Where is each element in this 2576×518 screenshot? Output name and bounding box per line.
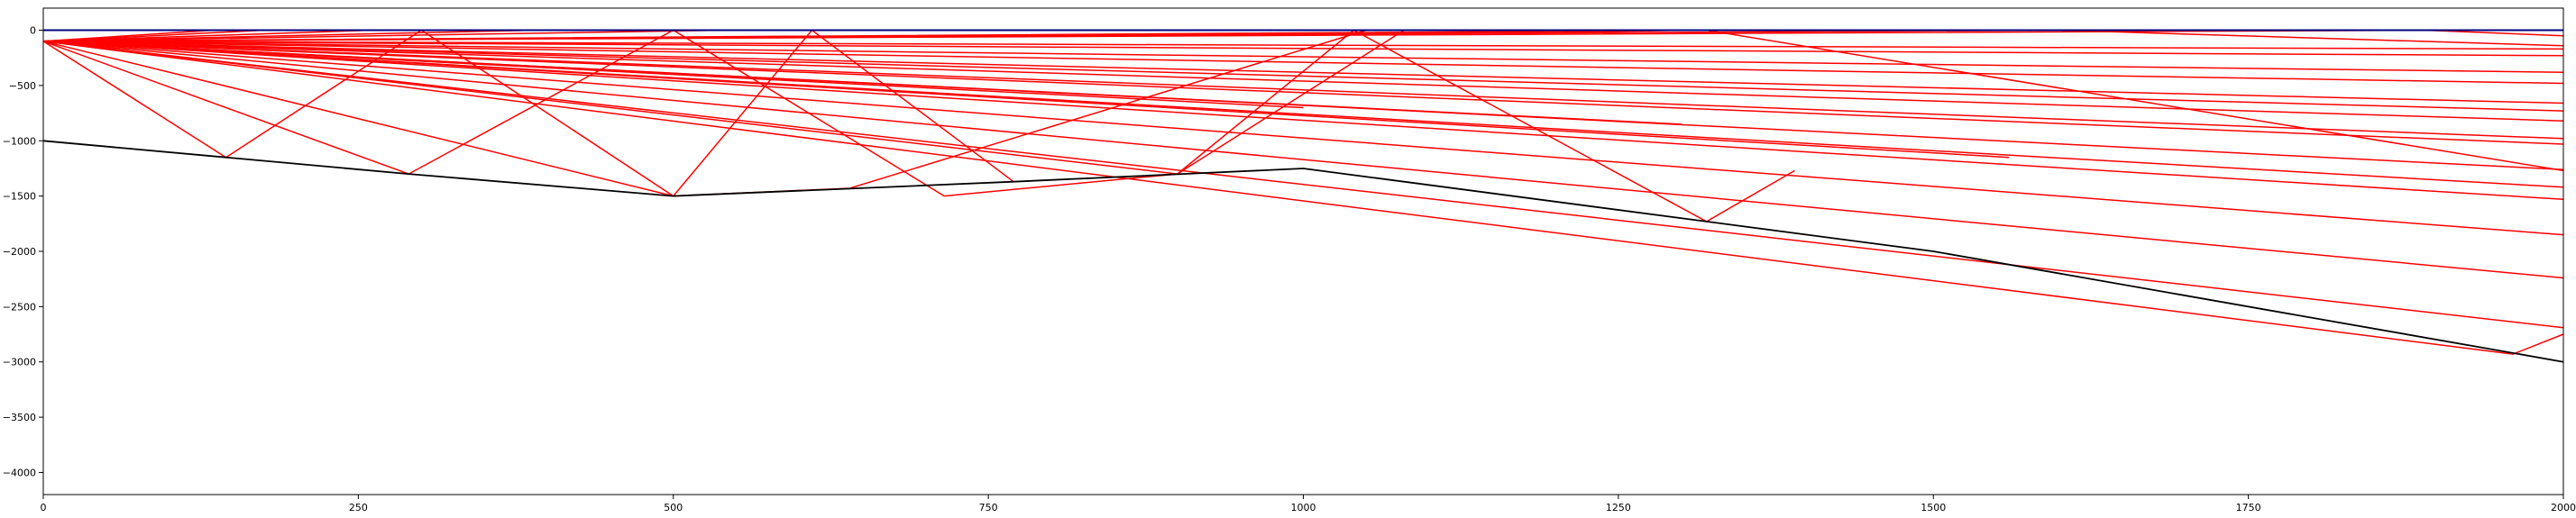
ray-line-8	[42, 41, 2564, 355]
x-tick-label-4: 1000	[1291, 502, 1316, 513]
ray-line-11	[42, 41, 2564, 201]
ray-line-22	[42, 41, 2564, 50]
ray-line-10	[42, 41, 2564, 279]
ray-line-14	[42, 41, 2564, 145]
ray-line-19	[42, 41, 2564, 85]
y-tick-label-0: 0	[30, 25, 36, 37]
plot-frame	[42, 7, 2564, 495]
ray-line-7	[42, 41, 2564, 236]
ray-line-17	[42, 41, 2564, 112]
y-tick-label-8: −4000	[3, 467, 36, 478]
ray-line-1	[42, 29, 1795, 223]
ray-line-16	[42, 41, 2564, 122]
ray-line-15	[42, 41, 2564, 140]
y-tick-label-1: −500	[9, 80, 36, 92]
ray-line-21	[42, 41, 2564, 57]
x-tick-label-1: 250	[349, 502, 368, 513]
x-tick-label-0: 0	[41, 502, 47, 513]
y-tick-label-6: −3000	[3, 357, 36, 368]
x-tick-label-2: 500	[664, 502, 683, 513]
ray-line-20	[42, 41, 2564, 73]
y-tick-label-2: −1000	[3, 135, 36, 147]
ray-line-28	[42, 29, 214, 42]
y-tick-label-5: −2500	[3, 301, 36, 313]
ray-line-31	[42, 29, 724, 42]
y-tick-label-7: −3500	[3, 412, 36, 423]
boundary-lines-layer	[42, 29, 2564, 363]
ray-line-12	[42, 41, 2564, 188]
x-tick-label-7: 1750	[2236, 502, 2261, 513]
rays-layer	[42, 29, 2564, 355]
ray-line-9	[42, 41, 2564, 329]
seabed-line	[42, 140, 2564, 363]
y-tick-label-3: −1500	[3, 191, 36, 203]
ticks-layer: 0 250 500 750 1000 1250 1500 1750 2000 0 −500 −1000…	[3, 25, 2576, 513]
y-tick-label-4: −2000	[3, 246, 36, 258]
x-tick-label-6: 1500	[1921, 502, 1946, 513]
x-tick-label-5: 1250	[1606, 502, 1631, 513]
ray-line-0	[42, 29, 1014, 197]
ray-line-13	[42, 41, 2564, 170]
x-tick-label-8: 2000	[2551, 502, 2576, 513]
x-tick-label-3: 750	[979, 502, 998, 513]
ray-line-18	[42, 41, 2564, 105]
